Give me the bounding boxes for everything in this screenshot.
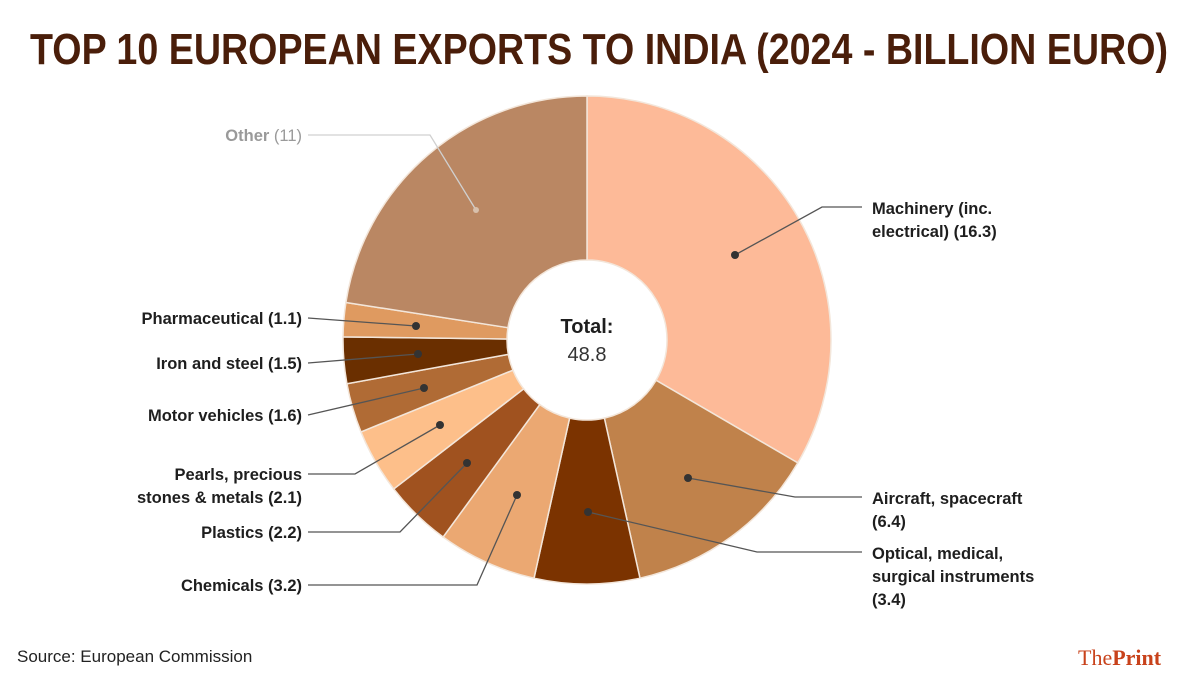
slice-label: Machinery (inc. electrical) (16.3) (872, 200, 997, 241)
leader-line (308, 134, 477, 211)
leader-line (307, 387, 425, 416)
leader-dot (463, 459, 471, 467)
theprint-logo: ThePrint (1078, 645, 1162, 670)
chart-title: TOP 10 EUROPEAN EXPORTS TO INDIA (2024 -… (30, 25, 1168, 74)
leader-dot (412, 322, 420, 330)
leader-line (734, 206, 862, 256)
leader-line (307, 317, 417, 327)
svg-text:ThePrint: ThePrint (1078, 645, 1162, 670)
donut-slice[interactable] (345, 95, 588, 329)
slice-label: Other (11) (225, 127, 302, 145)
leader-dot (513, 491, 521, 499)
leader-line (307, 353, 419, 364)
slice-label: Pearls, precious stones & metals (2.1) (137, 466, 302, 507)
leader-dot (731, 251, 739, 259)
slice-label: Plastics (2.2) (201, 524, 302, 542)
leader-line (308, 462, 468, 533)
slice-label: Pharmaceutical (1.1) (142, 310, 303, 328)
leader-line (587, 511, 862, 553)
leader-dot (420, 384, 428, 392)
leader-line (687, 477, 862, 498)
source-note: Source: European Commission (17, 647, 252, 666)
leader-dot (584, 508, 592, 516)
slice-label: Aircraft, spacecraft (6.4) (872, 490, 1023, 531)
slice-label: Chemicals (3.2) (181, 577, 302, 595)
slice-label: Motor vehicles (1.6) (148, 407, 302, 425)
donut-slice[interactable] (586, 95, 832, 464)
leader-line (308, 494, 518, 586)
leader-dot (414, 350, 422, 358)
donut-slice[interactable] (603, 379, 799, 580)
center-total-value: 48.8 (568, 344, 607, 366)
leader-dot (684, 474, 692, 482)
slice-label: Iron and steel (1.5) (156, 355, 302, 373)
slice-label: Optical, medical, surgical instruments (3.… (872, 545, 1034, 609)
center-total-label: Total: (561, 316, 614, 338)
leader-dot (436, 421, 444, 429)
leader-line (308, 424, 441, 475)
leader-dot (473, 207, 479, 213)
